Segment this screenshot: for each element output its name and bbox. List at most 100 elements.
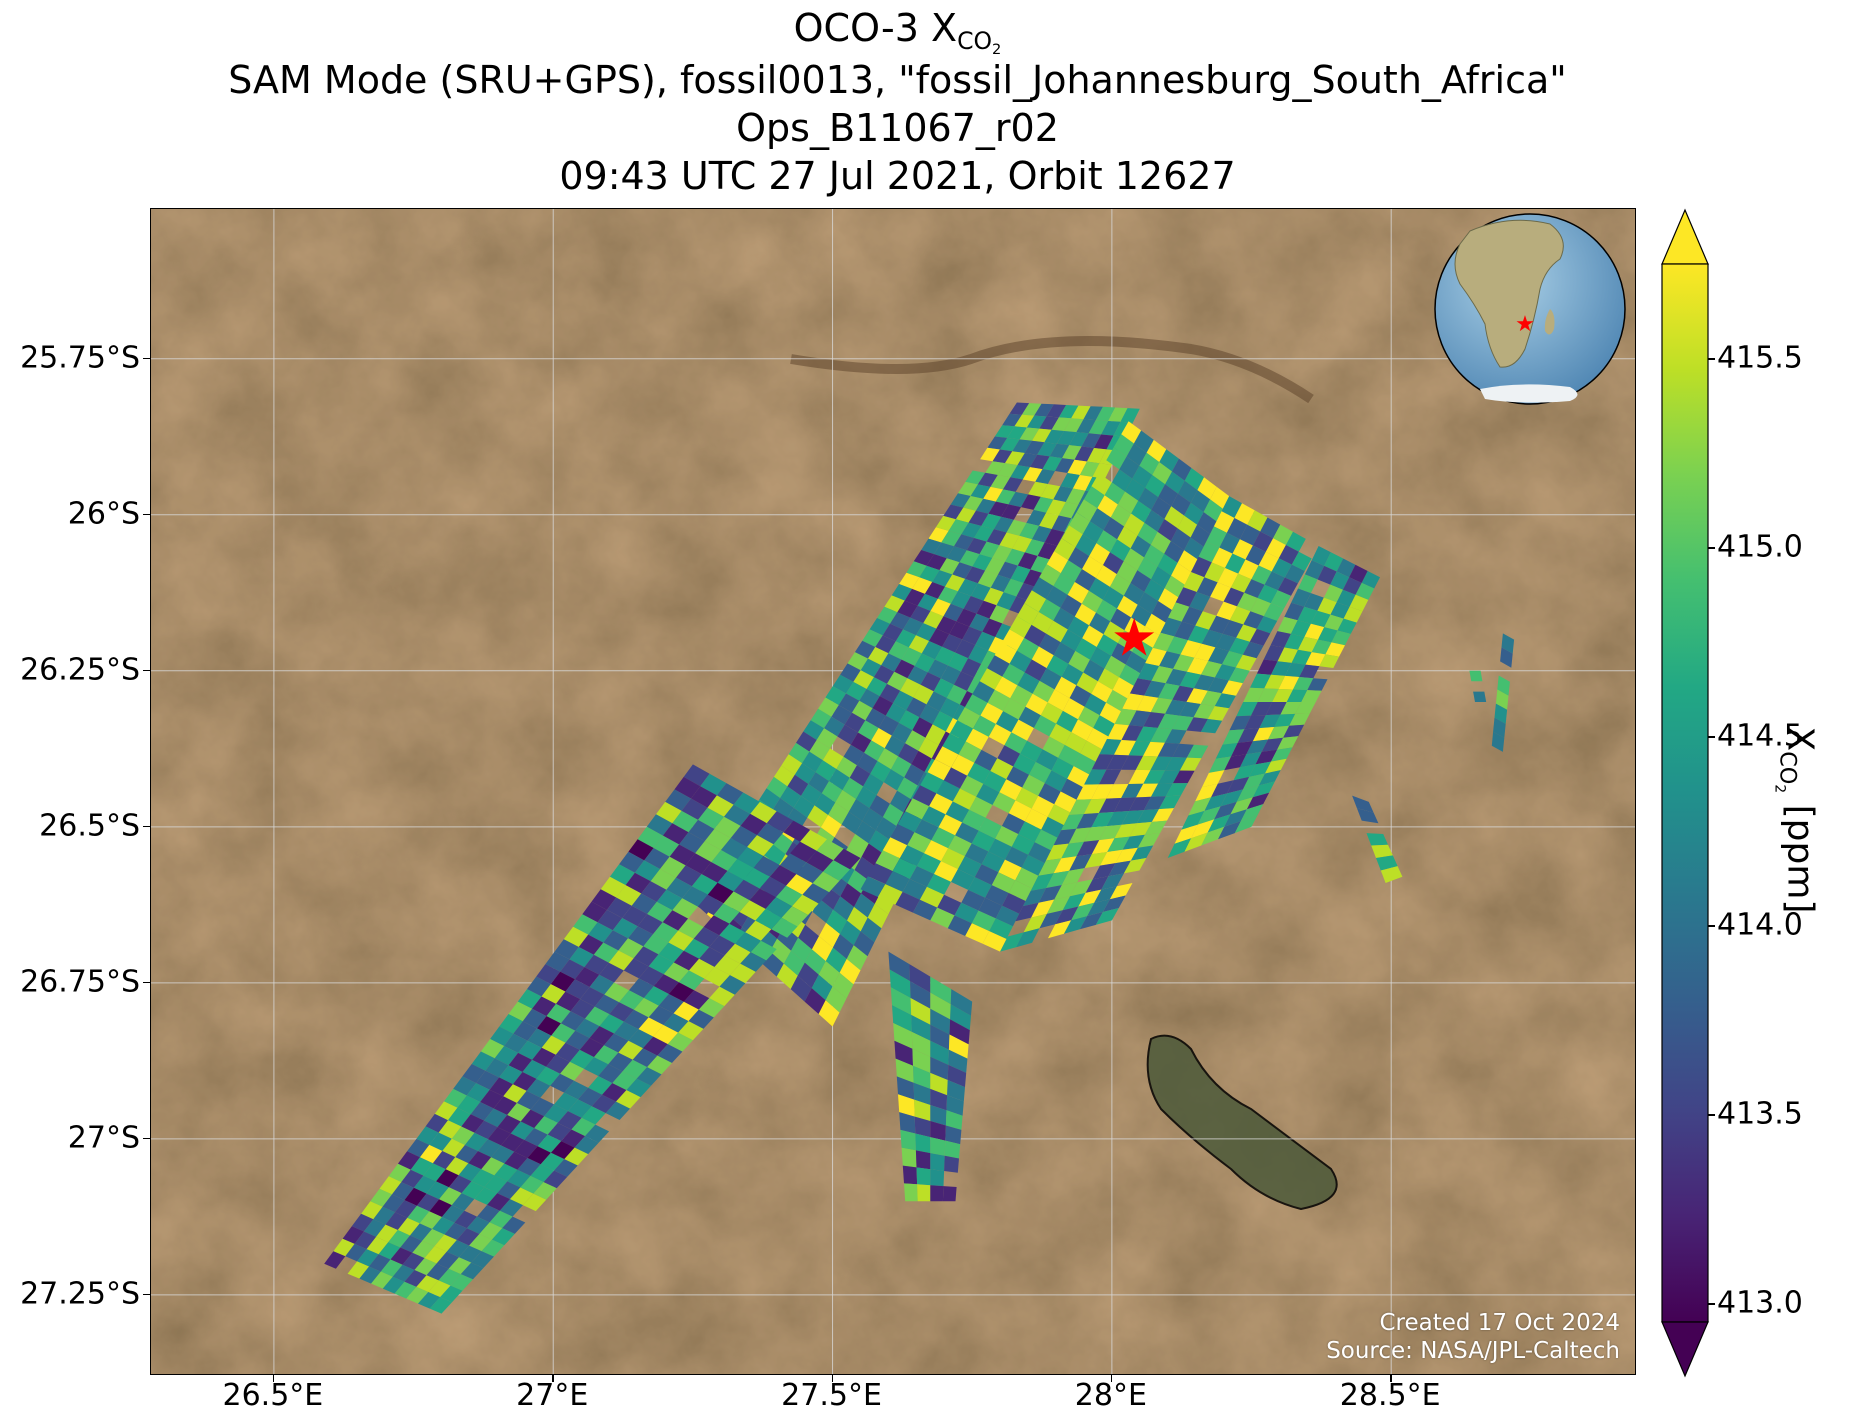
xco2-sounding — [456, 1228, 480, 1246]
xco2-sounding — [1257, 688, 1279, 702]
xco2-sounding — [1074, 446, 1094, 462]
xco2-sounding — [848, 799, 870, 821]
xco2-sounding — [852, 700, 873, 721]
xco2-sounding — [1021, 403, 1042, 416]
xco2-sounding — [1110, 539, 1131, 562]
xco2-sounding — [724, 804, 751, 826]
xco2-sounding — [497, 1115, 521, 1134]
xco2-sounding — [994, 676, 1018, 699]
xco2-sounding — [1010, 565, 1031, 583]
xco2-sounding — [820, 815, 842, 838]
xco2-sounding — [485, 1058, 509, 1078]
xco2-sounding — [543, 1170, 568, 1189]
xco2-sounding — [1013, 753, 1036, 775]
xco2-sounding — [653, 922, 679, 943]
xco2-sounding — [907, 832, 932, 854]
xco2-sounding — [653, 974, 679, 994]
xco2-sounding — [1037, 442, 1057, 457]
xco2-sounding — [945, 574, 966, 592]
xco2-sounding — [1286, 689, 1308, 702]
xco2-sounding — [1028, 842, 1051, 864]
xco2-sounding — [683, 990, 710, 1010]
xco2-sounding — [899, 572, 920, 589]
xco2-sounding — [609, 864, 635, 886]
xco2-sounding — [889, 969, 911, 998]
xco2-sounding — [554, 1092, 578, 1112]
xco2-sounding — [1158, 484, 1178, 507]
xco2-sounding — [438, 1268, 461, 1286]
xco2-sounding — [772, 798, 794, 820]
xco2-sounding — [854, 893, 875, 918]
xco2-sounding — [1366, 833, 1388, 846]
xco2-sounding — [1061, 663, 1084, 686]
xco2-sounding — [1054, 676, 1077, 699]
xco2-sounding — [448, 1107, 471, 1127]
xco2-sounding — [750, 801, 777, 824]
xco2-sounding — [919, 565, 940, 582]
xco2-sounding — [1026, 509, 1047, 526]
xco2-sounding — [1084, 769, 1107, 785]
xco2-sounding — [1349, 564, 1368, 583]
xco2-sounding — [520, 1175, 544, 1194]
xco2-sounding — [747, 835, 774, 857]
xco2-sounding — [470, 1102, 494, 1121]
xco2-sounding — [1044, 529, 1065, 546]
xco2-sounding — [962, 809, 986, 831]
xco2-sounding — [942, 1186, 957, 1202]
xco2-sounding — [584, 1057, 609, 1076]
xco2-sounding — [1123, 858, 1147, 874]
xco2-sounding — [930, 1169, 945, 1187]
xco2-sounding — [628, 926, 653, 947]
xco2-sounding — [517, 1158, 541, 1176]
xco2-sounding — [1139, 452, 1160, 475]
xco2-sounding — [1024, 808, 1048, 830]
xco2-sounding — [900, 1129, 916, 1151]
xco2-sounding — [574, 967, 600, 987]
xco2-sounding — [1197, 477, 1217, 500]
xco2-sounding — [941, 848, 965, 870]
xco2-sounding — [1062, 445, 1082, 460]
xco2-sounding — [1051, 757, 1074, 779]
xco2-sounding — [1092, 463, 1112, 479]
xco2-sounding — [1033, 496, 1054, 513]
xco2-sounding — [990, 758, 1014, 780]
xco2-sounding — [1172, 685, 1194, 702]
xco2-sounding — [1046, 870, 1070, 888]
xco2-sounding — [522, 1193, 547, 1212]
xco2-sounding — [969, 796, 993, 818]
xco2-sounding — [650, 869, 676, 890]
xco2-sounding — [622, 905, 648, 927]
xco2-sounding — [1119, 456, 1140, 479]
xco2-sounding — [1107, 723, 1129, 740]
xco2-sounding — [1183, 572, 1205, 592]
xco2-sounding — [1151, 666, 1174, 684]
xco2-sounding — [1031, 577, 1054, 599]
colorbar-tick-label: 415.0 — [1717, 529, 1803, 565]
map-panel[interactable]: ★ ★ — [150, 208, 1636, 1375]
xco2-sounding — [1096, 634, 1118, 656]
xco2-sounding — [537, 1016, 561, 1036]
xco2-sounding — [890, 987, 912, 1015]
xco2-sounding — [1214, 693, 1236, 709]
xco2-sounding — [616, 885, 642, 906]
xco2-sounding — [1062, 892, 1086, 911]
xco2-sounding — [793, 795, 815, 818]
xco2-sounding — [1011, 719, 1034, 741]
xco2-sounding — [930, 1072, 948, 1096]
xco2-sounding — [648, 954, 674, 975]
xco2-sounding — [1030, 454, 1050, 470]
xco2-sounding — [927, 759, 952, 781]
xco2-sounding — [1210, 582, 1231, 602]
xco2-sounding — [1250, 598, 1271, 617]
xco2-sounding — [499, 1014, 523, 1034]
xco2-sounding — [841, 811, 863, 834]
xco2-sounding — [897, 600, 918, 618]
xco2-sounding — [1376, 855, 1398, 871]
xco2-sounding — [1042, 736, 1065, 758]
xco2-sounding — [980, 702, 1004, 724]
xco2-sounding — [1221, 680, 1243, 696]
xco2-sounding — [910, 605, 931, 624]
map-canvas[interactable]: ★ ★ — [151, 209, 1636, 1375]
xco2-sounding — [976, 600, 997, 619]
xco2-sounding — [1229, 715, 1251, 731]
